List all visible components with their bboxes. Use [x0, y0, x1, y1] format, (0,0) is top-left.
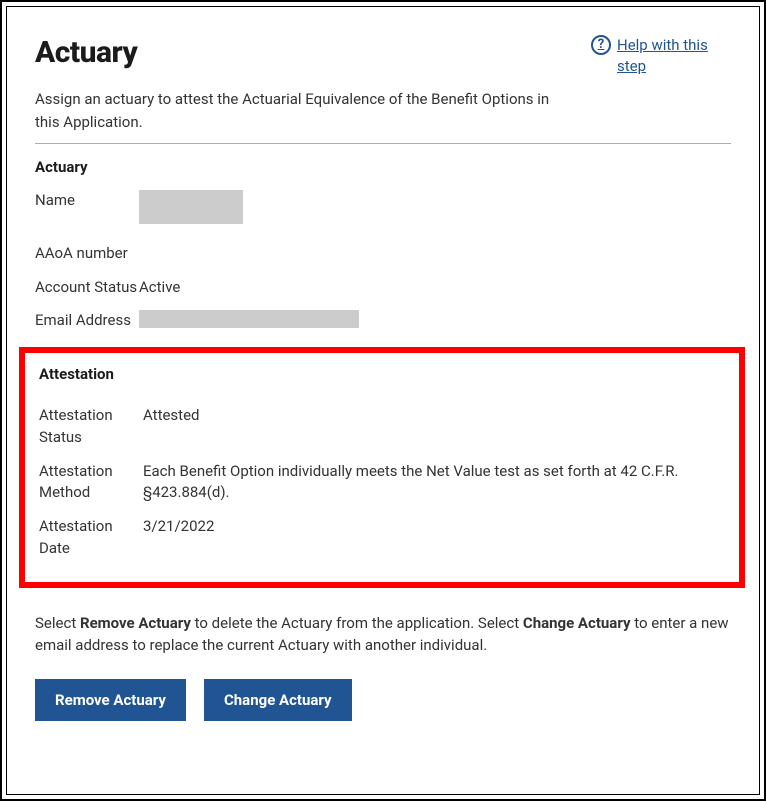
instr-bold2: Change Actuary: [523, 614, 631, 632]
attestation-method-label: Attestation Method: [39, 461, 143, 505]
email-value: [139, 310, 731, 335]
redacted-block: [139, 190, 243, 224]
attestation-highlight: Attestation Attestation Status Attested …: [19, 347, 745, 588]
field-account-status: Account Status Active: [35, 277, 731, 299]
field-name: Name: [35, 190, 731, 231]
attestation-date-value: 3/21/2022: [143, 516, 725, 538]
field-attestation-method: Attestation Method Each Benefit Option i…: [39, 461, 725, 505]
account-status-value: Active: [139, 277, 731, 299]
field-email: Email Address: [35, 310, 731, 335]
actuary-heading: Actuary: [35, 158, 731, 176]
aaoa-label: AAoA number: [35, 243, 139, 265]
instr-mid: to delete the Actuary from the applicati…: [191, 614, 523, 632]
button-row: Remove Actuary Change Actuary: [35, 679, 731, 721]
attestation-heading: Attestation: [39, 365, 725, 383]
name-value: [139, 190, 731, 231]
page-title: Actuary: [35, 35, 137, 70]
field-attestation-date: Attestation Date 3/21/2022: [39, 516, 725, 560]
attestation-status-value: Attested: [143, 405, 725, 427]
redacted-block: [139, 310, 359, 328]
header-row: Actuary ? Help with this step: [35, 35, 731, 88]
attestation-method-value: Each Benefit Option individually meets t…: [143, 461, 725, 505]
help-link[interactable]: ? Help with this step: [591, 35, 731, 77]
name-label: Name: [35, 190, 139, 212]
attestation-date-label: Attestation Date: [39, 516, 143, 560]
divider: [35, 143, 731, 144]
attestation-status-label: Attestation Status: [39, 405, 143, 449]
instructions-text: Select Remove Actuary to delete the Actu…: [35, 612, 731, 657]
field-aaoa: AAoA number: [35, 243, 731, 265]
help-icon: ?: [591, 35, 611, 55]
help-link-label: Help with this step: [617, 35, 731, 77]
intro-text: Assign an actuary to attest the Actuaria…: [35, 88, 555, 133]
field-attestation-status: Attestation Status Attested: [39, 405, 725, 449]
remove-actuary-button[interactable]: Remove Actuary: [35, 679, 186, 721]
email-label: Email Address: [35, 310, 139, 332]
instr-bold1: Remove Actuary: [80, 614, 191, 632]
actuary-panel: Actuary ? Help with this step Assign an …: [6, 6, 760, 795]
change-actuary-button[interactable]: Change Actuary: [204, 679, 352, 721]
instr-pre: Select: [35, 614, 80, 632]
account-status-label: Account Status: [35, 277, 139, 299]
